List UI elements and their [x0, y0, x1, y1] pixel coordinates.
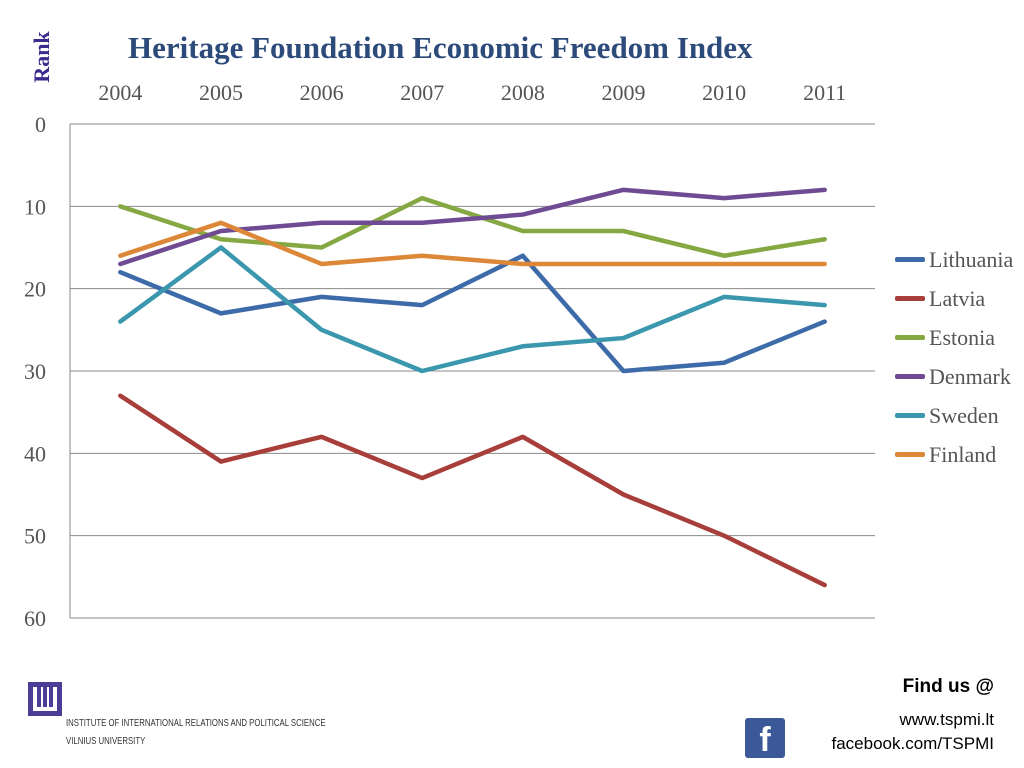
- legend-swatch: [895, 257, 925, 262]
- series-line-latvia: [118, 393, 827, 588]
- facebook-link[interactable]: facebook.com/TSPMI: [831, 734, 994, 753]
- x-tick-label: 2006: [300, 80, 344, 105]
- y-tick-label: 40: [24, 441, 46, 466]
- legend-item-denmark: Denmark: [895, 357, 1013, 396]
- legend-swatch: [895, 413, 925, 418]
- x-tick-label: 2005: [199, 80, 243, 105]
- legend-item-estonia: Estonia: [895, 318, 1013, 357]
- legend-label: Estonia: [929, 324, 995, 350]
- series-line-finland: [118, 220, 827, 267]
- y-tick-label: 10: [24, 194, 46, 219]
- y-tick-label: 20: [24, 277, 46, 302]
- x-tick-label: 2008: [501, 80, 545, 105]
- legend-item-finland: Finland: [895, 435, 1013, 474]
- legend-swatch: [895, 374, 925, 379]
- line-chart: 0 10 20 30 40 50 60 2004 2005 2006 2007 2008 2009 201…: [24, 80, 875, 631]
- x-tick-label: 2004: [98, 80, 142, 105]
- legend-item-sweden: Sweden: [895, 396, 1013, 435]
- chart-title: Heritage Foundation Economic Freedom Ind…: [128, 30, 753, 65]
- legend-item-lithuania: Lithuania: [895, 240, 1013, 279]
- legend-label: Finland: [929, 441, 997, 467]
- series-line-lithuania: [118, 253, 827, 374]
- series-line-estonia: [118, 195, 827, 258]
- y-tick-label: 30: [24, 359, 46, 384]
- series-line-sweden: [118, 245, 827, 374]
- legend-swatch: [895, 452, 925, 457]
- facebook-icon[interactable]: f: [745, 718, 785, 759]
- university-name: VILNIUS UNIVERSITY: [66, 736, 146, 747]
- legend-item-latvia: Latvia: [895, 279, 1013, 318]
- tspmi-logo-icon: [28, 682, 62, 716]
- website-link[interactable]: www.tspmi.lt: [899, 710, 994, 729]
- legend: Lithuania Latvia Estonia Denmark Sweden Finla…: [895, 240, 1013, 474]
- x-tick-label: 2010: [702, 80, 746, 105]
- y-tick-label: 60: [24, 606, 46, 631]
- x-tick-label: 2009: [601, 80, 645, 105]
- x-tick-label: 2007: [400, 80, 444, 105]
- legend-label: Lithuania: [929, 246, 1014, 272]
- legend-swatch: [895, 296, 925, 301]
- legend-label: Sweden: [929, 402, 999, 428]
- y-tick-label: 50: [24, 524, 46, 549]
- legend-label: Denmark: [929, 363, 1011, 389]
- find-us-heading: Find us @: [902, 676, 994, 697]
- x-tick-label: 2011: [803, 80, 846, 105]
- y-tick-label: 0: [35, 112, 46, 137]
- legend-label: Latvia: [929, 285, 986, 311]
- legend-swatch: [895, 335, 925, 340]
- institute-name: INSTITUTE OF INTERNATIONAL RELATIONS AND…: [66, 718, 326, 729]
